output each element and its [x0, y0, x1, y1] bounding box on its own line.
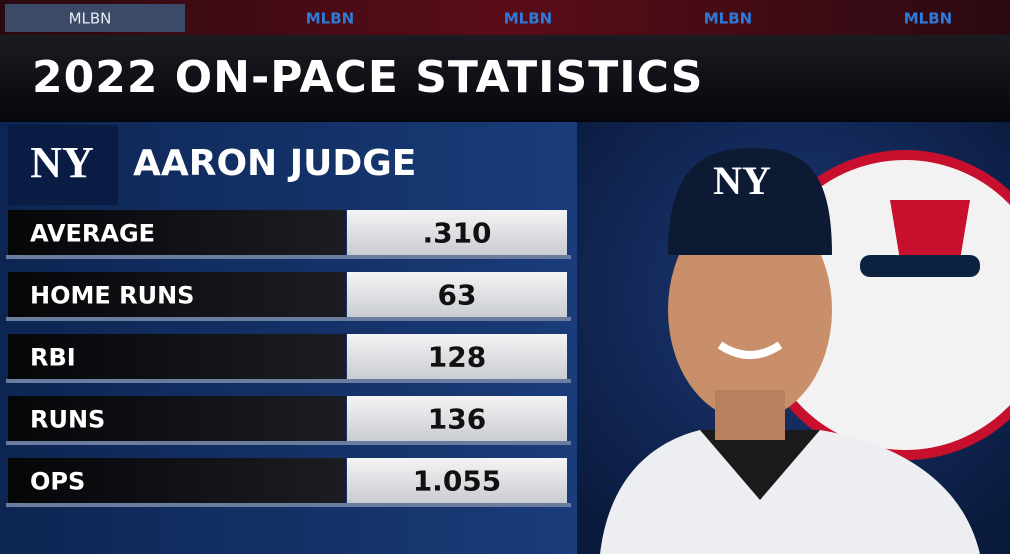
player-name: AARON JUDGE [133, 143, 416, 184]
smile [717, 341, 783, 359]
label-cell [8, 334, 346, 379]
stat-value: 1.055 [413, 465, 502, 498]
stat-row: OPS 1.055 [6, 458, 571, 507]
label-cell [8, 396, 346, 441]
tab-label: MLBN [504, 10, 552, 28]
jersey [600, 430, 980, 554]
label-cell [8, 458, 346, 503]
stat-row: RUNS 136 [6, 396, 571, 445]
collar [700, 430, 820, 500]
active-tab [5, 4, 185, 32]
stat-row: RBI 128 [6, 334, 571, 383]
stat-label: OPS [30, 468, 85, 496]
logo-brim [860, 255, 980, 277]
cap-logo: NY [713, 158, 771, 203]
value-cell [347, 272, 567, 317]
row-shadow [6, 503, 571, 507]
title: 2022 ON-PACE STATISTICS [32, 52, 703, 103]
row-shadow [6, 441, 571, 445]
stat-label: HOME RUNS [30, 282, 194, 310]
stat-value: 63 [438, 279, 477, 312]
stat-value: 128 [428, 341, 486, 374]
logo-box [8, 125, 118, 205]
row-shadow [6, 255, 571, 259]
title-band [0, 35, 1010, 122]
label-cell [8, 210, 346, 255]
stat-value: 136 [428, 403, 486, 436]
neck [715, 390, 785, 440]
team-logo: NY [30, 138, 94, 187]
stat-row: AVERAGE .310 [6, 210, 571, 259]
label-cell [8, 272, 346, 317]
stat-row: HOME RUNS 63 [6, 272, 571, 321]
value-cell [347, 458, 567, 503]
stat-label: RBI [30, 344, 76, 372]
stat-label: AVERAGE [30, 220, 155, 248]
logo-hat [890, 200, 970, 260]
stat-value: .310 [422, 217, 491, 250]
value-cell [347, 334, 567, 379]
stats-table: AVERAGE .310 HOME RUNS 63 RBI 128 RUNS 136 OPS 1.… [6, 210, 571, 507]
tab-label: MLBN [904, 10, 952, 28]
tab-label: MLBN [69, 10, 112, 28]
value-cell [347, 210, 567, 255]
value-cell [347, 396, 567, 441]
tab-label: MLBN [704, 10, 752, 28]
row-shadow [6, 317, 571, 321]
tab-label: MLBN [306, 10, 354, 28]
stat-label: RUNS [30, 406, 105, 434]
cap [668, 148, 832, 255]
row-shadow [6, 379, 571, 383]
